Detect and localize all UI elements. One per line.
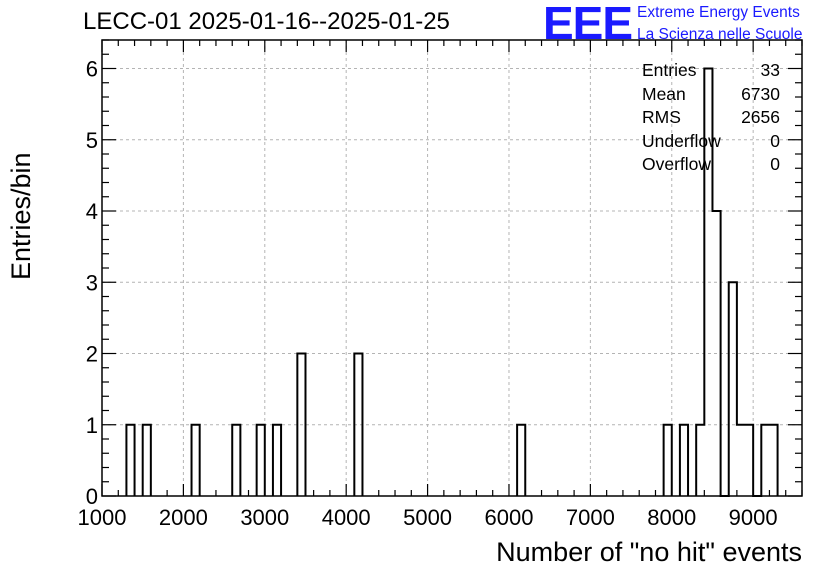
y-tick-label: 5 (86, 128, 98, 153)
stat-label: Mean (642, 83, 686, 104)
stat-value: 0 (770, 130, 780, 151)
chart-title: LECC-01 2025-01-16--2025-01-25 (83, 8, 450, 35)
stat-value: 0 (770, 154, 780, 175)
stat-row-mean: Mean 6730 (642, 84, 780, 108)
stat-row-rms: RMS 2656 (642, 107, 780, 131)
stat-label: Overflow (642, 154, 712, 175)
y-tick-label: 1 (86, 413, 98, 438)
x-tick-label: 5000 (403, 505, 452, 530)
histogram-bin-run (141, 423, 152, 496)
x-tick-label: 4000 (322, 505, 371, 530)
histogram-bin-run (678, 423, 690, 496)
eee-logo-icon: EEE (543, 0, 633, 49)
histogram-bin-run (190, 423, 201, 496)
x-tick-label: 7000 (566, 505, 615, 530)
histogram-bin-run (662, 423, 673, 496)
histogram-bin-run (296, 352, 307, 496)
histogram-bin-run (271, 423, 283, 496)
stat-value: 6730 (741, 83, 780, 104)
stat-value: 33 (760, 60, 780, 80)
y-tick-label: 0 (86, 484, 98, 509)
y-tick-label: 6 (86, 57, 98, 82)
stats-box: Entries 33 Mean 6730 RMS 2656 Underflow … (642, 60, 780, 178)
histogram-bin-run (353, 352, 364, 496)
logo-line-1: Extreme Energy Events (637, 4, 800, 21)
x-axis-label: Number of "no hit" events (496, 537, 802, 567)
stat-row-underflow: Underflow 0 (642, 131, 780, 155)
x-tick-label: 9000 (729, 505, 778, 530)
x-tick-label: 6000 (485, 505, 534, 530)
logo-line-2: La Scienza nelle Scuole (637, 26, 803, 43)
x-tick-label: 2000 (159, 505, 208, 530)
histogram-bin-run (516, 423, 527, 496)
stat-row-entries: Entries 33 (642, 60, 780, 84)
histogram-bin-run (125, 423, 136, 496)
stat-label: Entries (642, 60, 697, 80)
stat-value: 2656 (741, 107, 780, 128)
stat-label: RMS (642, 107, 681, 128)
histogram-bin-run (695, 67, 779, 497)
stat-label: Underflow (642, 130, 721, 151)
x-tick-label: 3000 (240, 505, 289, 530)
histogram-bin-run (255, 423, 266, 496)
y-tick-label: 4 (86, 199, 98, 224)
histogram-bin-run (231, 423, 242, 496)
y-tick-label: 3 (86, 270, 98, 295)
x-tick-label: 8000 (647, 505, 696, 530)
y-tick-label: 2 (86, 342, 98, 367)
stat-row-overflow: Overflow 0 (642, 154, 780, 178)
x-tick-label: 1000 (78, 505, 127, 530)
y-axis-label: Entries/bin (6, 152, 36, 280)
